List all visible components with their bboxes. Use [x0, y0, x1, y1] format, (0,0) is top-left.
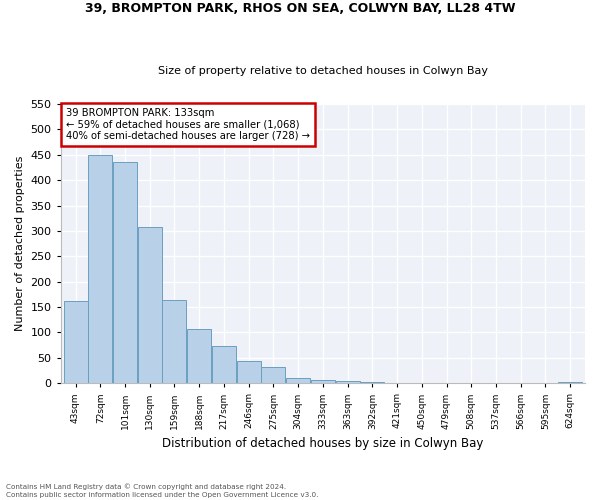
Bar [410, 383, 434, 384]
Bar [113, 162, 137, 384]
Text: 39, BROMPTON PARK, RHOS ON SEA, COLWYN BAY, LL28 4TW: 39, BROMPTON PARK, RHOS ON SEA, COLWYN B… [85, 2, 515, 16]
Bar [434, 383, 458, 384]
Title: Size of property relative to detached houses in Colwyn Bay: Size of property relative to detached ho… [158, 66, 488, 76]
Bar [187, 330, 211, 384]
Text: 39 BROMPTON PARK: 133sqm
← 59% of detached houses are smaller (1,068)
40% of sem: 39 BROMPTON PARK: 133sqm ← 59% of detach… [66, 108, 310, 142]
Bar [385, 383, 409, 384]
Bar [335, 381, 359, 384]
X-axis label: Distribution of detached houses by size in Colwyn Bay: Distribution of detached houses by size … [162, 437, 484, 450]
Bar [212, 346, 236, 384]
Bar [533, 383, 557, 384]
Bar [484, 383, 508, 384]
Bar [138, 228, 162, 384]
Bar [509, 383, 533, 384]
Bar [236, 361, 260, 384]
Bar [64, 300, 88, 384]
Bar [163, 300, 187, 384]
Y-axis label: Number of detached properties: Number of detached properties [15, 156, 25, 332]
Bar [286, 378, 310, 384]
Bar [361, 382, 385, 384]
Bar [311, 380, 335, 384]
Bar [262, 366, 286, 384]
Text: Contains HM Land Registry data © Crown copyright and database right 2024.
Contai: Contains HM Land Registry data © Crown c… [6, 484, 319, 498]
Bar [88, 155, 112, 384]
Bar [558, 382, 582, 384]
Bar [459, 383, 483, 384]
